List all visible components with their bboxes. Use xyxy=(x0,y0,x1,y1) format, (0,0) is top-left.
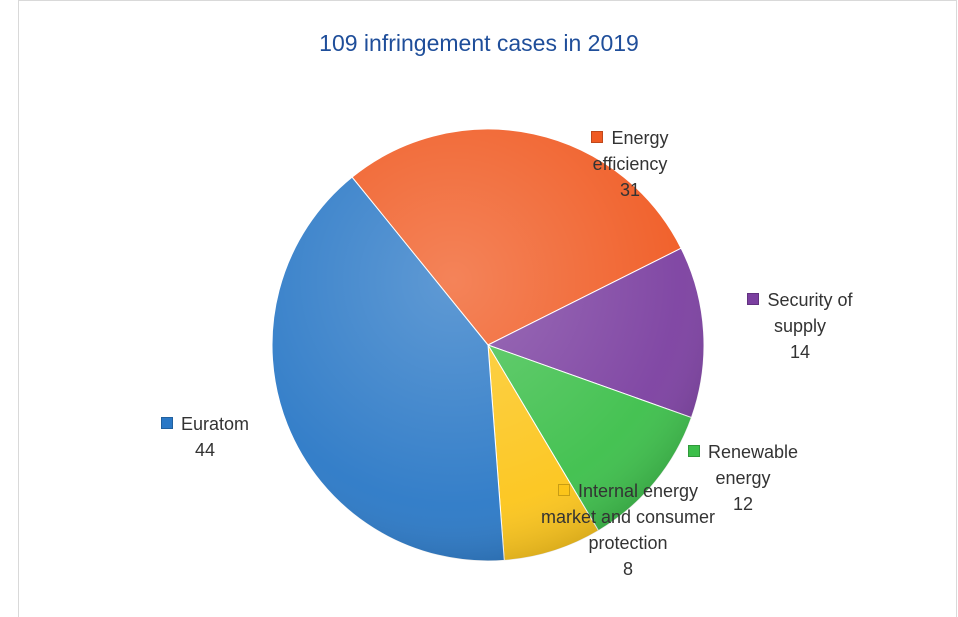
legend-marker xyxy=(747,293,760,305)
slice-label: Euratom 44 xyxy=(140,411,270,463)
category-label: Energy efficiency xyxy=(592,128,669,174)
category-label: Renewable energy xyxy=(707,442,799,488)
slice-label: Internal energy market and consumer prot… xyxy=(533,478,723,582)
legend-marker xyxy=(160,417,173,429)
category-label: Security of supply xyxy=(767,290,853,336)
slice-label: Renewable energy 12 xyxy=(668,439,818,517)
value-label: 8 xyxy=(622,559,633,579)
category-label: Euratom xyxy=(180,414,250,434)
slice-label: Security of supply 14 xyxy=(725,287,875,365)
chart-title: 109 infringement cases in 2019 xyxy=(319,30,639,56)
label-name-line: Energy efficiency xyxy=(560,125,700,177)
label-name-line: Euratom xyxy=(140,411,270,437)
category-label: Internal energy market and consumer prot… xyxy=(540,481,716,553)
slice-label: Energy efficiency 31 xyxy=(560,125,700,203)
legend-marker xyxy=(687,445,700,457)
label-name-line: Renewable energy xyxy=(668,439,818,491)
label-name-line: Internal energy market and consumer prot… xyxy=(533,478,723,556)
label-name-line: Security of supply xyxy=(725,287,875,339)
value-label: 12 xyxy=(732,494,754,514)
value-label: 14 xyxy=(789,342,811,362)
legend-marker xyxy=(557,484,570,496)
legend-marker xyxy=(591,131,604,143)
value-label: 31 xyxy=(619,180,641,200)
chart-frame xyxy=(18,0,957,617)
value-label: 44 xyxy=(194,440,216,460)
